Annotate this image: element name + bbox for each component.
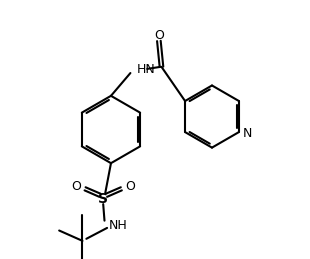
Text: S: S	[98, 192, 108, 206]
Text: N: N	[242, 127, 252, 140]
Text: O: O	[71, 180, 81, 193]
Text: NH: NH	[108, 219, 127, 232]
Text: HN: HN	[137, 63, 156, 76]
Text: O: O	[154, 29, 164, 42]
Text: O: O	[126, 180, 135, 193]
